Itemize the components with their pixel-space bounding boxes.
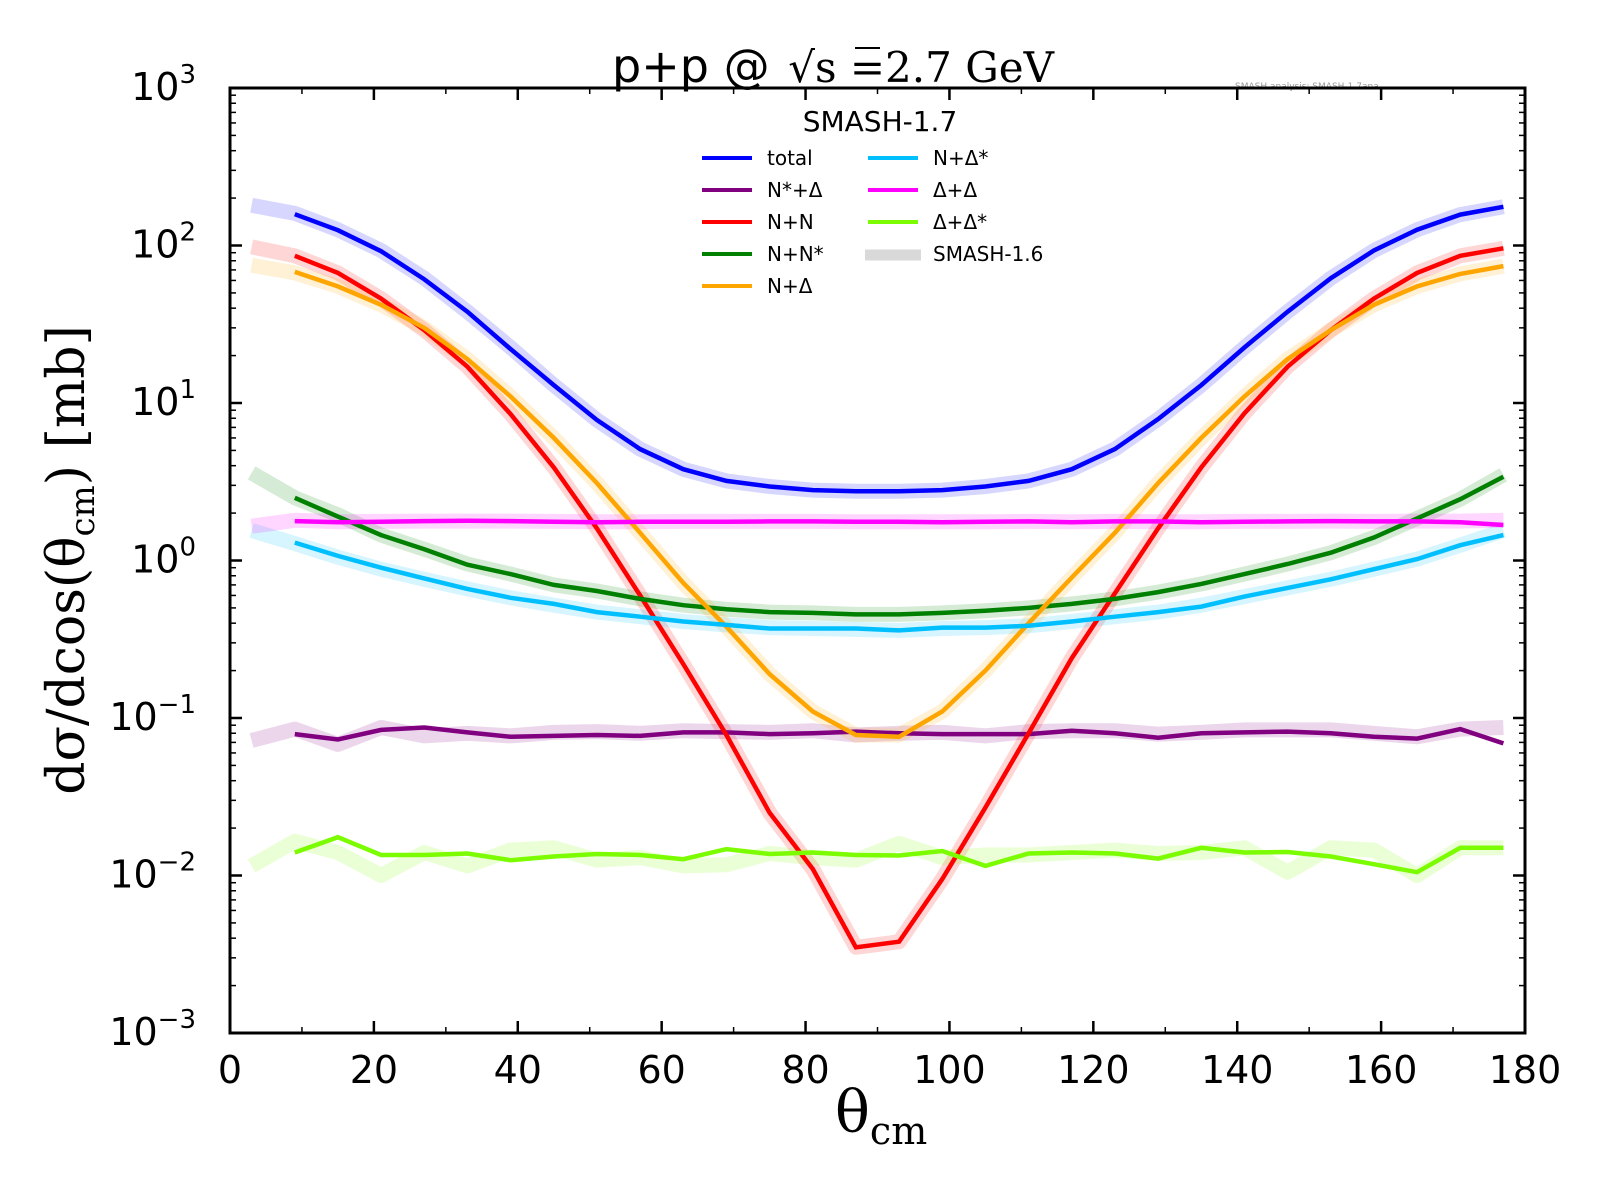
legend-item-n-plus-deltastar: N+Δ* [868, 146, 988, 170]
x-axis-label: θcm [835, 1078, 927, 1153]
series-line-n-plus-nstar [293, 474, 1505, 617]
legend-label: SMASH-1.6 [933, 242, 1043, 266]
legend-item-n-plus-n: N+N [702, 210, 814, 234]
y-axis-label-pre: dσ/dcos(θ [37, 536, 97, 794]
legend-item-smash-16: SMASH-1.6 [865, 242, 1043, 266]
legend-item-delta-plus-delta: Δ+Δ [868, 178, 977, 202]
ref-line-delta-plus-deltastar [247, 833, 1504, 883]
legend-label: N+Δ* [933, 146, 988, 170]
legend-label: N+Δ [767, 274, 813, 298]
y-axis-label-sub: cm [63, 485, 103, 536]
ref-line-n-plus-delta [250, 257, 1505, 743]
legend-label: Δ+Δ [933, 178, 977, 202]
series-line-n-plus-delta [294, 263, 1504, 740]
legend: SMASH-1.7 total N*+Δ N+N N+N* N+Δ N+Δ* Δ+Δ Δ+Δ*… [702, 105, 1043, 298]
y-axis-label: dσ/dcos(θcm) [mb] [37, 325, 103, 795]
title-prefix: p+p @ [612, 39, 784, 93]
legend-label: N+N* [767, 242, 824, 266]
legend-item-n-plus-nstar: N+N* [702, 242, 824, 266]
smash-1-6-reference-lines [247, 197, 1508, 955]
x-axis-label-main: θ [835, 1078, 870, 1146]
legend-title: SMASH-1.7 [803, 105, 958, 138]
title-sqrt-symbol: √ [788, 43, 815, 92]
chart-title: p+p @ √s =2.7 GeV [612, 39, 1055, 93]
series-line-n-plus-deltastar [294, 532, 1504, 633]
x-tick-label: 180 [1489, 1048, 1562, 1092]
legend-item-delta-plus-deltastar: Δ+Δ* [868, 210, 987, 234]
series-line-delta-plus-deltastar [294, 834, 1504, 875]
x-axis-label-sub: cm [870, 1109, 927, 1153]
smash-1-7-series-lines [293, 204, 1505, 950]
y-tick-labels: 103 102 101 100 10−1 10−2 10−3 [109, 60, 196, 1054]
x-tick-label: 40 [494, 1048, 542, 1092]
legend-label: Δ+Δ* [933, 210, 987, 234]
svg-text:p+p @ √s =2.7 GeV: p+p @ √s =2.7 GeV [612, 39, 1055, 93]
series-line-total [294, 204, 1504, 494]
x-tick-label: 120 [1057, 1048, 1130, 1092]
y-tick-label: 101 [131, 375, 196, 424]
x-tick-label: 100 [913, 1048, 986, 1092]
y-tick-label: 10−2 [109, 848, 196, 897]
y-tick-label: 10−3 [109, 1005, 196, 1054]
y-tick-label: 102 [131, 218, 196, 267]
legend-label: N+N [767, 210, 814, 234]
x-tick-label: 140 [1201, 1048, 1274, 1092]
x-tick-label: 0 [218, 1048, 242, 1092]
legend-item-nstar-plus-delta: N*+Δ [702, 178, 823, 202]
legend-item-total: total [702, 146, 813, 170]
plot-frame [228, 86, 1527, 1035]
series-line-nstar-plus-delta [294, 725, 1505, 746]
legend-item-n-plus-delta: N+Δ [702, 274, 813, 298]
y-axis-label-post: ) [mb] [37, 325, 97, 485]
y-tick-label: 10−1 [109, 690, 196, 739]
y-tick-label: 103 [131, 60, 196, 109]
x-tick-label: 80 [781, 1048, 829, 1092]
y-tick-label: 100 [131, 533, 196, 582]
x-tick-label: 160 [1345, 1048, 1418, 1092]
ref-line-n-plus-n [250, 239, 1505, 955]
legend-label: N*+Δ [767, 178, 823, 202]
title-suffix: =2.7 GeV [837, 43, 1055, 92]
series-line-delta-plus-delta [294, 518, 1504, 528]
x-tick-label: 20 [350, 1048, 398, 1092]
x-tick-label: 60 [637, 1048, 685, 1092]
title-sqrt-arg: s [815, 43, 837, 92]
x-tick-labels: 0 20 40 60 80 100 120 140 160 180 [218, 1048, 1561, 1092]
legend-label: total [767, 146, 813, 170]
axis-ticks [228, 86, 1527, 1035]
series-line-n-plus-n [293, 246, 1504, 950]
